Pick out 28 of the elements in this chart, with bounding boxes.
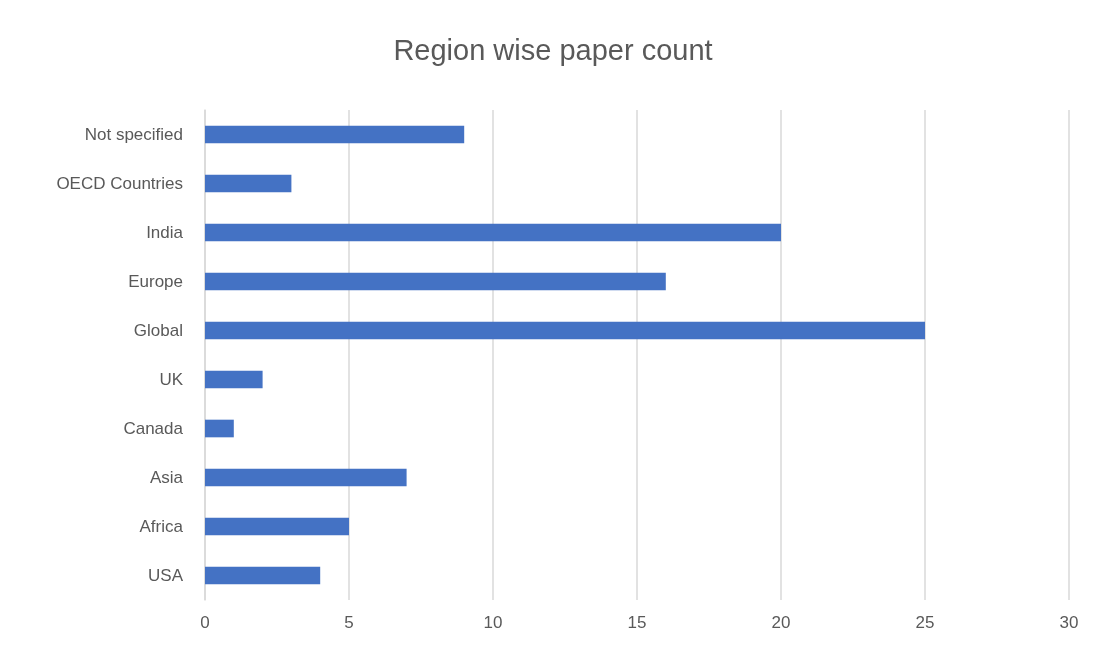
x-tick-label: 15 (627, 613, 647, 632)
bar (205, 370, 263, 389)
x-tick-label: 5 (344, 613, 354, 632)
y-tick-label: OECD Countries (56, 174, 183, 193)
bar (205, 174, 292, 193)
bar (205, 125, 465, 144)
x-tick-label: 30 (1059, 613, 1079, 632)
bar (205, 272, 666, 291)
x-tick-label: 10 (483, 613, 503, 632)
y-tick-label: UK (159, 370, 184, 389)
bar (205, 566, 321, 585)
y-tick-label: Europe (128, 272, 183, 291)
chart-title: Region wise paper count (393, 33, 713, 66)
y-tick-label: Global (133, 321, 183, 340)
y-tick-label: Africa (139, 517, 184, 536)
x-tick-label: 0 (200, 613, 210, 632)
bar (205, 321, 925, 340)
y-tick-label: Canada (123, 419, 184, 438)
y-tick-label: India (146, 223, 184, 242)
x-tick-label: 25 (915, 613, 935, 632)
y-tick-label: USA (148, 566, 184, 585)
bar (205, 419, 234, 438)
y-tick-label: Asia (149, 468, 184, 487)
bar (205, 517, 349, 536)
bar (205, 223, 781, 242)
x-tick-label: 20 (771, 613, 791, 632)
bar (205, 468, 407, 487)
y-tick-label: Not specified (84, 125, 183, 144)
